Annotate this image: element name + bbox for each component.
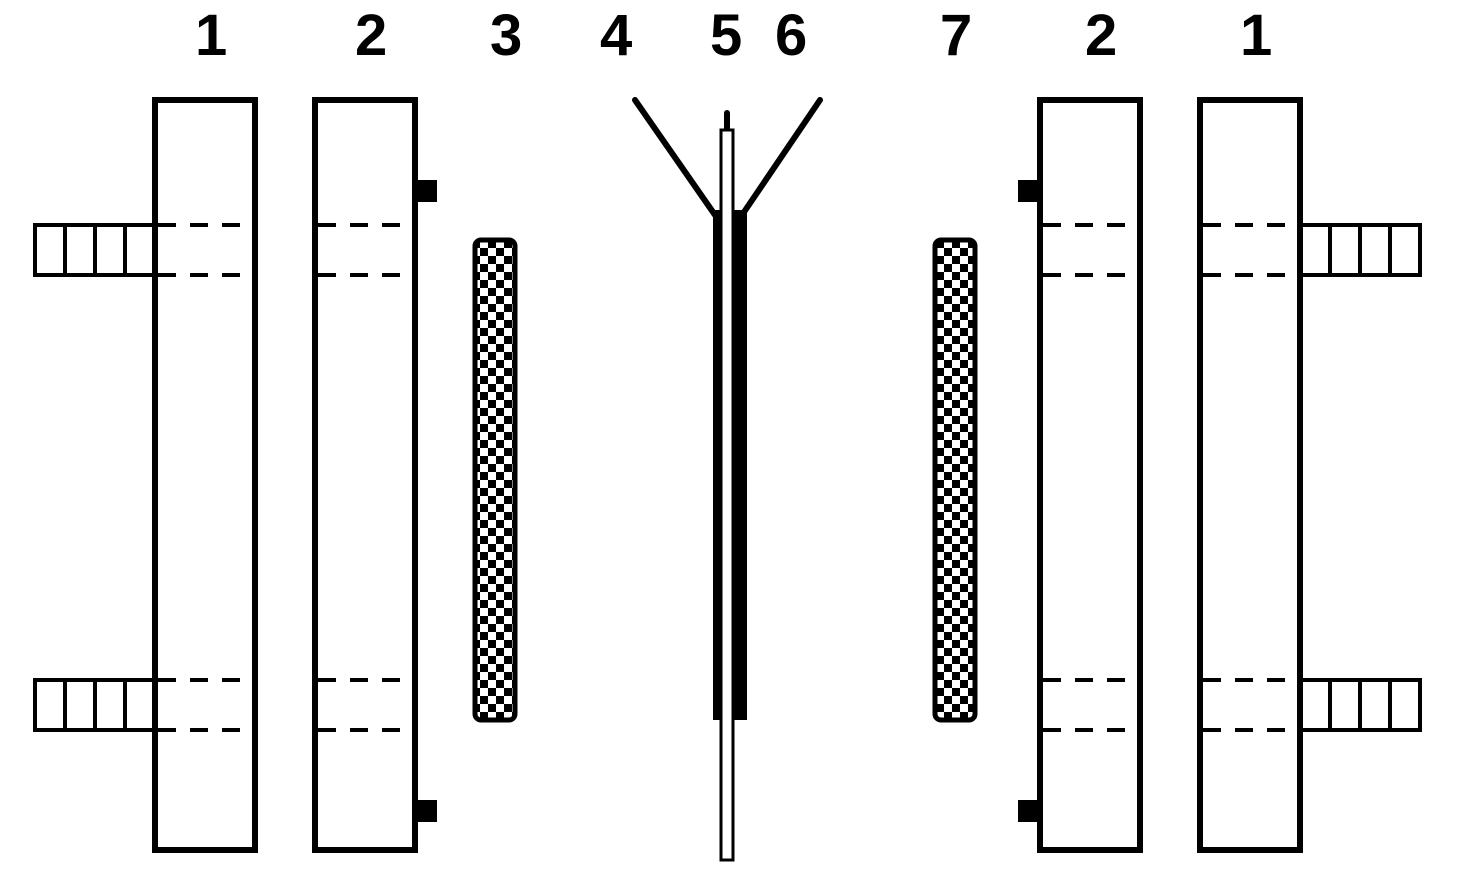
membrane-lead-left: [635, 100, 715, 215]
part-label-5: 6: [775, 2, 807, 69]
part-label-7: 2: [1085, 2, 1117, 69]
electrode-7: [935, 240, 975, 720]
part-label-8: 1: [1240, 2, 1272, 69]
gasket-tab-right-0: [1018, 180, 1040, 202]
gasket-tab-left-0: [415, 180, 437, 202]
membrane-lead-right: [742, 100, 820, 215]
part-label-3: 4: [600, 2, 632, 69]
plate-right_inner: [1040, 100, 1140, 850]
plate-left_inner: [315, 100, 415, 850]
part-label-6: 7: [940, 2, 972, 69]
diagram-svg: [0, 0, 1458, 879]
part-label-1: 2: [355, 2, 387, 69]
electrode-3: [475, 240, 515, 720]
part-label-4: 5: [710, 2, 742, 69]
part-label-0: 1: [195, 2, 227, 69]
gasket-tab-left-1: [415, 800, 437, 822]
plate-right_outer: [1200, 100, 1300, 850]
membrane-layer-6: [733, 210, 747, 720]
gasket-tab-right-1: [1018, 800, 1040, 822]
part-label-2: 3: [490, 2, 522, 69]
membrane-core-5: [721, 130, 733, 860]
plate-left_outer: [155, 100, 255, 850]
